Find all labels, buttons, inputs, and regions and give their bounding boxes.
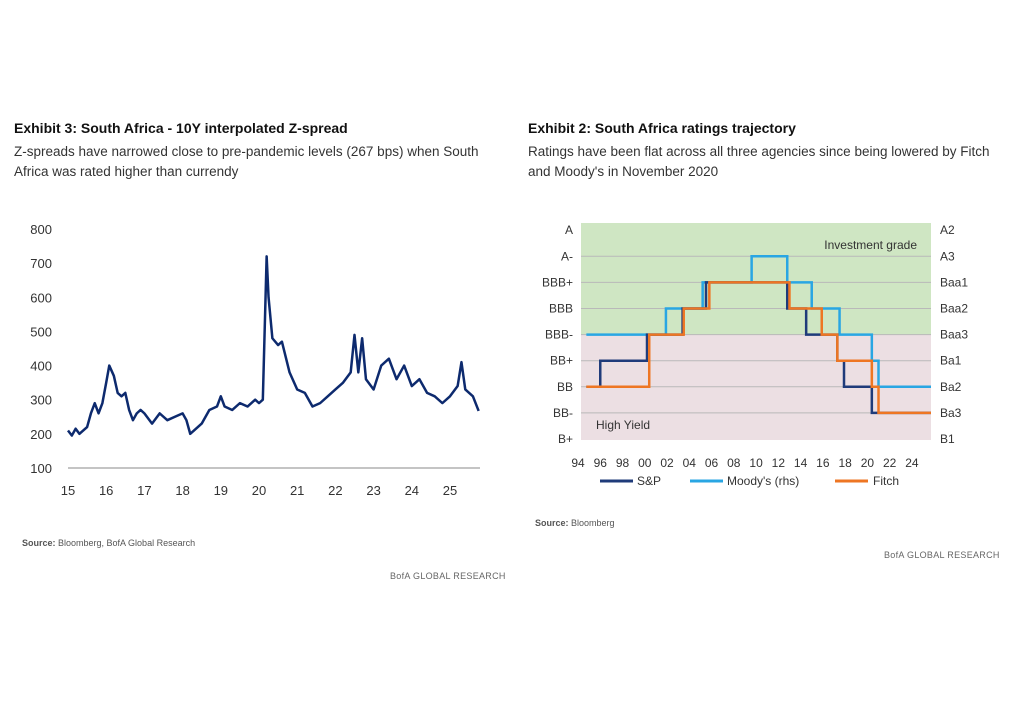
right-axis-label: Baa2 — [940, 302, 968, 316]
investment-grade-region — [581, 223, 931, 335]
x-tick-label: 15 — [61, 483, 75, 498]
left-source-label: Source: — [22, 538, 56, 548]
left-brand: BofA GLOBAL RESEARCH — [390, 571, 506, 581]
series-line-fitch — [586, 281, 931, 415]
legend-label: Fitch — [873, 474, 899, 488]
x-tick-label: 96 — [594, 456, 608, 470]
x-tick-label: 20 — [861, 456, 875, 470]
left-source: Source: Bloomberg, BofA Global Research — [22, 538, 195, 548]
right-axis-label: Ba3 — [940, 406, 962, 420]
right-source-label: Source: — [535, 518, 569, 528]
x-tick-label: 16 — [99, 483, 113, 498]
right-axis-label: Ba1 — [940, 354, 962, 368]
right-chart-subtitle: Ratings have been flat across all three … — [528, 144, 990, 179]
left-axis-label: BBB- — [545, 328, 573, 342]
left-axis-label: BBB — [549, 302, 573, 316]
x-tick-label: 00 — [638, 456, 652, 470]
right-brand: BofA GLOBAL RESEARCH — [884, 550, 1000, 560]
left-chart-title: Exhibit 3: South Africa - 10Y interpolat… — [14, 120, 348, 136]
right-axis-label: A2 — [940, 223, 955, 237]
x-tick-label: 20 — [252, 483, 266, 498]
x-tick-label: 24 — [905, 456, 919, 470]
right-axis-label: A3 — [940, 249, 955, 263]
x-tick-label: 18 — [838, 456, 852, 470]
z-spread-line — [66, 255, 480, 437]
left-axis-label: A — [565, 223, 573, 237]
left-axis-label: A- — [561, 249, 573, 263]
x-tick-label: 16 — [816, 456, 830, 470]
y-tick-label: 100 — [30, 461, 52, 476]
y-tick-label: 400 — [30, 359, 52, 374]
x-tick-label: 17 — [137, 483, 151, 498]
series-line-s-p — [586, 281, 931, 415]
x-tick-label: 94 — [571, 456, 585, 470]
x-tick-label: 25 — [443, 483, 457, 498]
right-source-text: Bloomberg — [568, 518, 615, 528]
x-tick-label: 19 — [214, 483, 228, 498]
x-tick-label: 10 — [749, 456, 763, 470]
legend-label: S&P — [637, 474, 661, 488]
left-axis-label: BB — [557, 380, 573, 394]
left-axis-label: BB- — [553, 406, 573, 420]
y-tick-label: 500 — [30, 324, 52, 339]
investment-grade-label: Investment grade — [824, 238, 917, 252]
left-chart-subtitle: Z-spreads have narrowed close to pre-pan… — [14, 144, 479, 179]
left-source-text: Bloomberg, BofA Global Research — [55, 538, 196, 548]
right-axis-label: Ba2 — [940, 380, 962, 394]
x-tick-label: 22 — [883, 456, 897, 470]
y-tick-label: 800 — [30, 222, 52, 237]
left-axis-label: BBB+ — [542, 275, 573, 289]
x-tick-label: 18 — [175, 483, 189, 498]
right-axis-label: Baa1 — [940, 275, 968, 289]
y-tick-label: 600 — [30, 290, 52, 305]
y-tick-label: 700 — [30, 256, 52, 271]
right-axis-label: B1 — [940, 432, 955, 446]
legend-label: Moody's (rhs) — [727, 474, 799, 488]
y-tick-label: 300 — [30, 393, 52, 408]
x-tick-label: 06 — [705, 456, 719, 470]
x-tick-label: 98 — [616, 456, 630, 470]
right-chart-title: Exhibit 2: South Africa ratings trajecto… — [528, 120, 796, 136]
x-tick-label: 23 — [366, 483, 380, 498]
x-tick-label: 14 — [794, 456, 808, 470]
x-tick-label: 08 — [727, 456, 741, 470]
x-tick-label: 24 — [405, 483, 419, 498]
right-axis-label: Baa3 — [940, 328, 968, 342]
right-source: Source: Bloomberg — [535, 518, 615, 528]
x-tick-label: 21 — [290, 483, 304, 498]
x-tick-label: 22 — [328, 483, 342, 498]
y-tick-label: 200 — [30, 427, 52, 442]
x-tick-label: 12 — [772, 456, 786, 470]
x-tick-label: 02 — [660, 456, 674, 470]
x-tick-label: 04 — [683, 456, 697, 470]
left-axis-label: B+ — [558, 432, 573, 446]
high-yield-label: High Yield — [596, 418, 650, 432]
left-axis-label: BB+ — [550, 354, 573, 368]
